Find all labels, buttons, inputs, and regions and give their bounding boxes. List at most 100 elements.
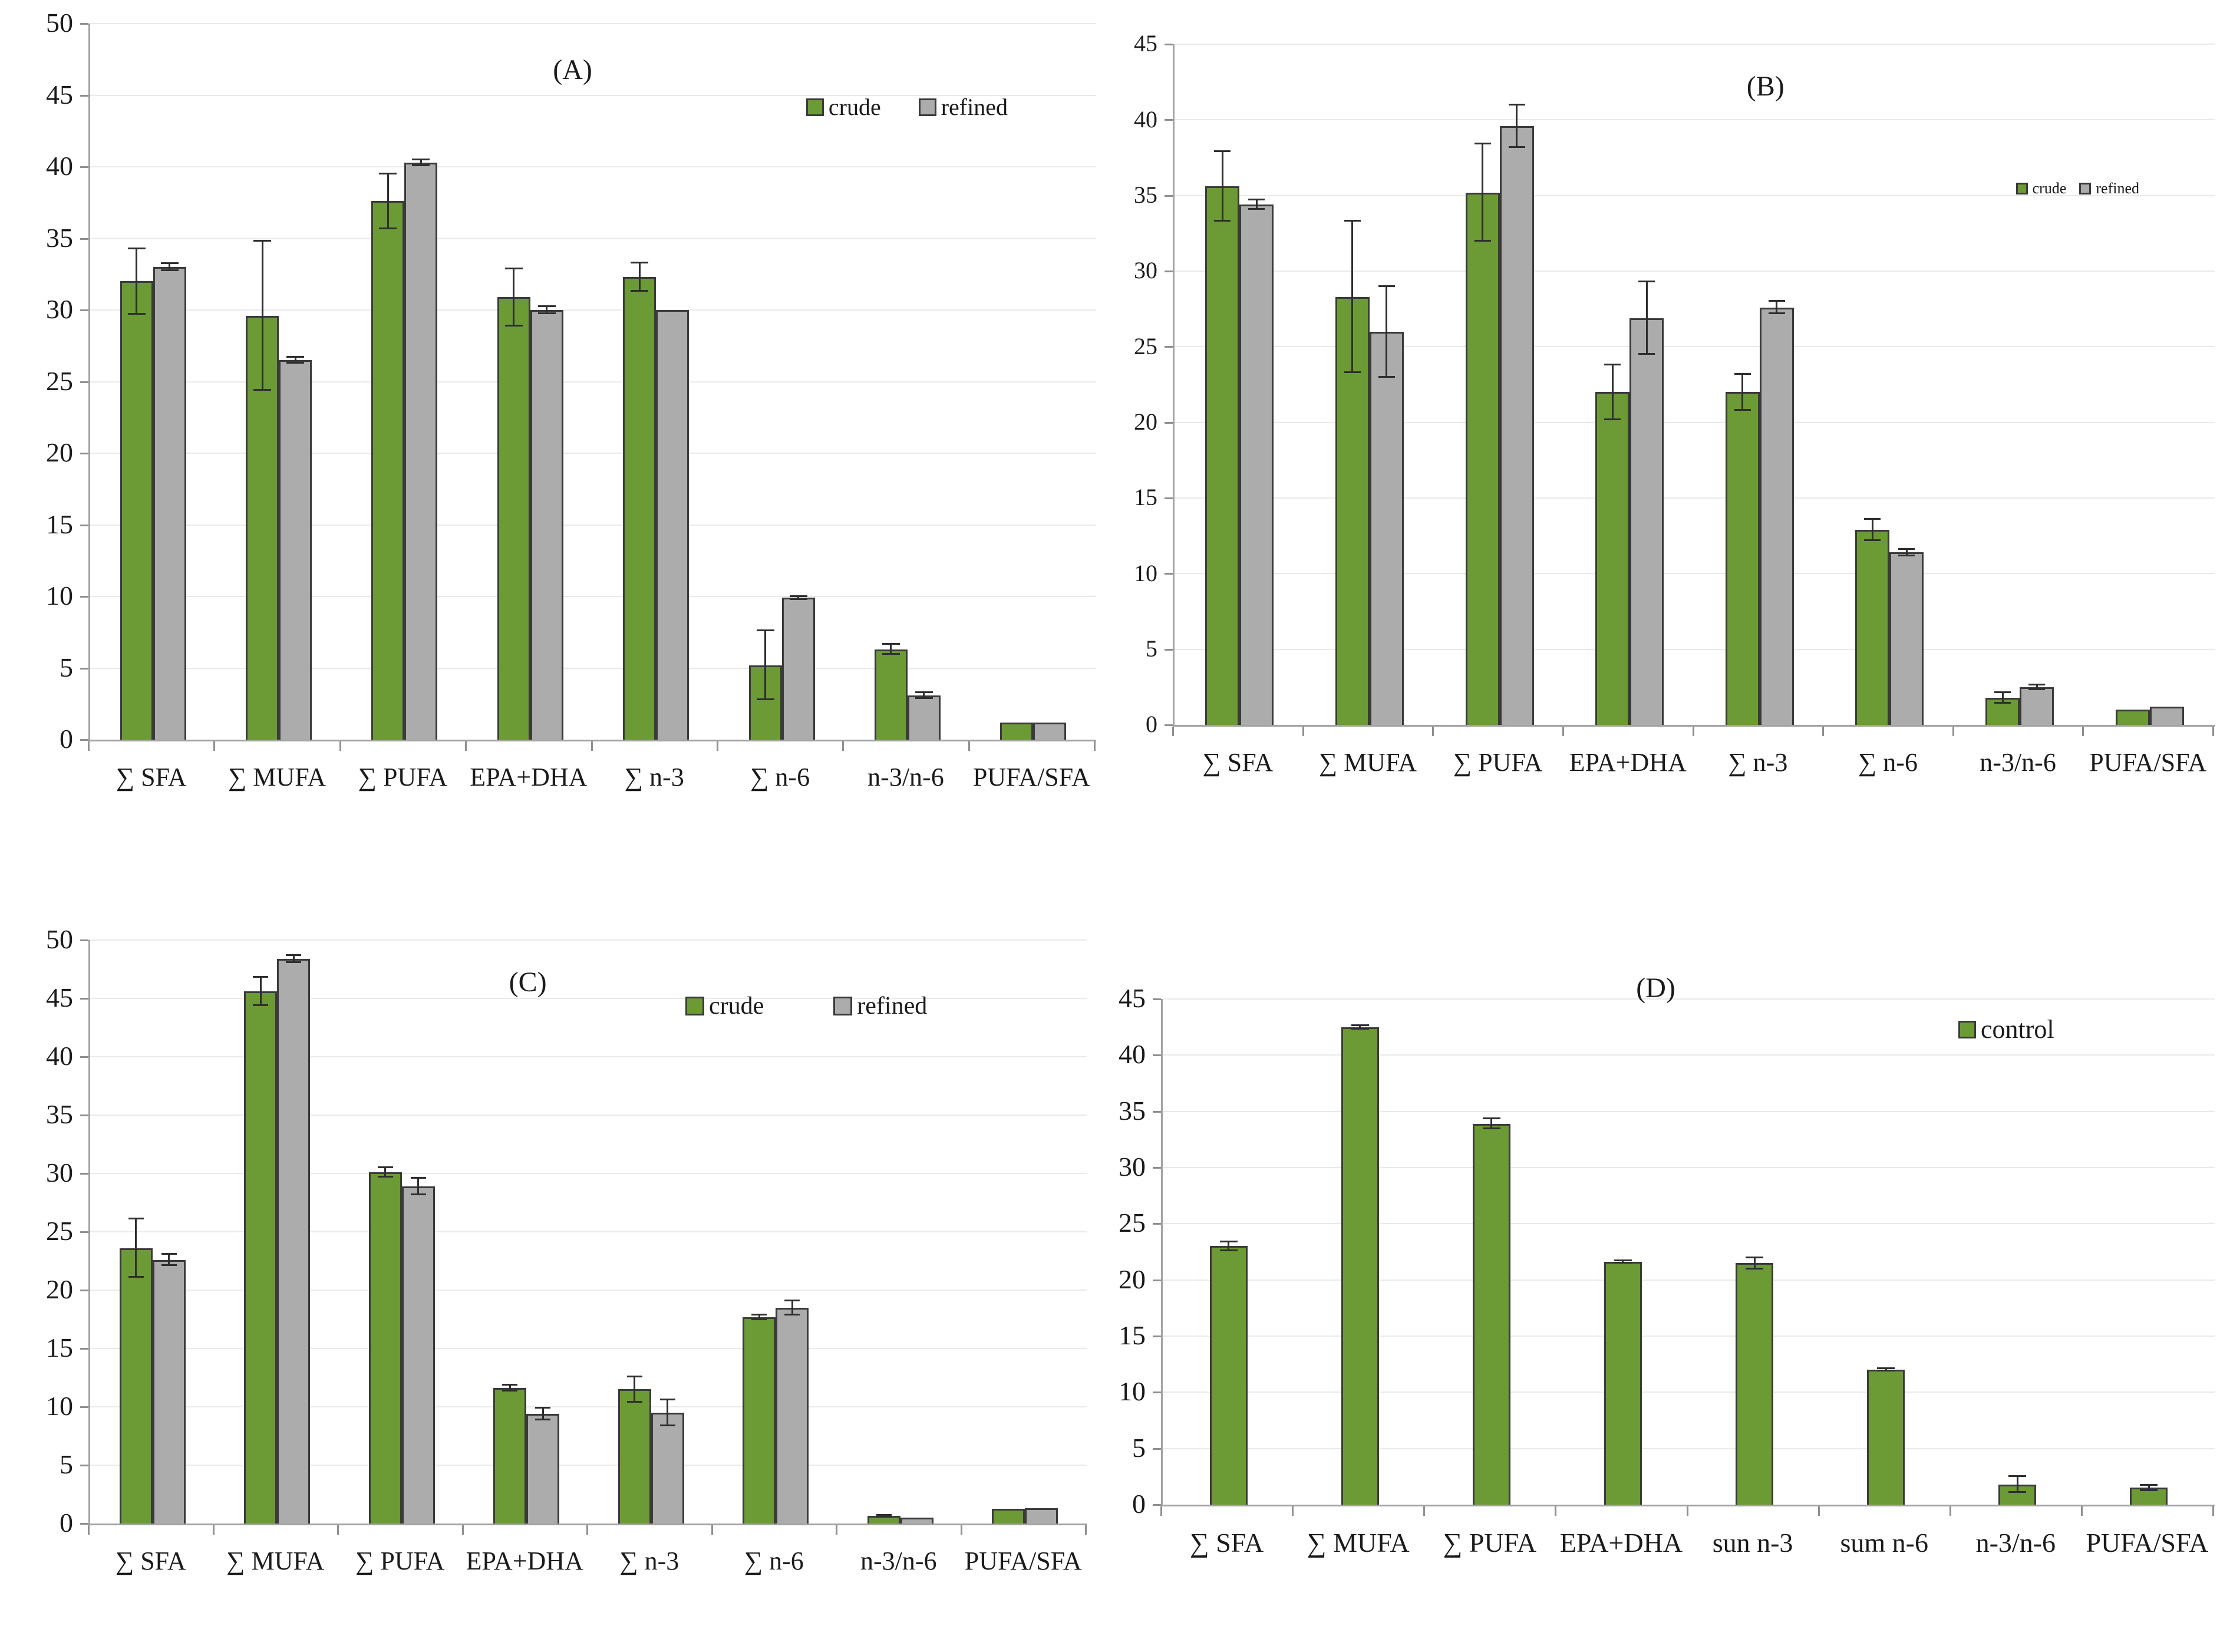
legend-item-crude: crude [806, 93, 881, 121]
y-tick-label: 25 [46, 1216, 73, 1247]
x-tick-mark [88, 741, 90, 751]
x-category-label: ∑ n-3 [619, 1547, 679, 1575]
error-bar-cap-top [286, 356, 305, 358]
legend: control [1958, 1014, 2054, 1044]
error-bar-cap-top [412, 158, 430, 160]
gridline [1163, 998, 2215, 1000]
x-category-label: ∑ MUFA [227, 763, 326, 792]
y-tick-mark [1165, 271, 1173, 272]
error-bar-cap-top [1614, 1259, 1632, 1262]
x-tick-mark [337, 1525, 339, 1535]
error-bar-cap-top [1898, 548, 1915, 550]
y-tick-label: 5 [1146, 635, 1157, 662]
error-bar-cap-bottom [1746, 1267, 1764, 1269]
x-tick-mark [716, 741, 718, 751]
y-tick-label: 20 [46, 1274, 73, 1305]
y-tick-label: 5 [60, 1449, 73, 1480]
x-tick-mark [1686, 1506, 1688, 1516]
x-tick-mark [1822, 727, 1825, 736]
error-bar-cap-top [160, 262, 179, 265]
y-tick-label: 30 [1134, 257, 1157, 284]
error-bar-whisker [2036, 685, 2038, 690]
error-bar-cap-bottom [751, 1318, 767, 1320]
legend-label-refined: refined [941, 94, 1008, 120]
error-bar-cap-bottom [253, 1004, 269, 1006]
bar-control [1736, 1263, 1774, 1505]
error-bar-cap-top [161, 1252, 177, 1255]
bar-crude [874, 649, 908, 740]
bar-crude [493, 1388, 527, 1524]
error-bar-cap-bottom [1474, 239, 1491, 242]
y-tick-label: 10 [1119, 1376, 1146, 1407]
gridline [90, 166, 1096, 167]
plot-area: (A) crude refined [88, 23, 1096, 741]
x-tick-mark [1562, 727, 1564, 736]
x-tick-mark [1085, 1525, 1087, 1535]
error-bar-whisker [797, 596, 800, 599]
x-category-label: n-3/n-6 [860, 1547, 937, 1575]
y-tick-mark [1165, 421, 1173, 424]
error-bar-cap-top [631, 261, 649, 263]
legend-swatch-refined [833, 997, 853, 1015]
error-bar-whisker [294, 357, 296, 363]
x-category-label: PUFA/SFA [2086, 1528, 2209, 1558]
error-bar-cap-top [1746, 1256, 1764, 1258]
y-tick-label: 15 [46, 1333, 73, 1363]
legend-label-crude: crude [828, 94, 881, 120]
error-bar-cap-bottom [1344, 371, 1361, 373]
gridline [90, 998, 1087, 999]
y-tick-mark [1153, 1167, 1161, 1169]
gridline [1175, 194, 2215, 196]
x-tick-mark [1817, 1506, 1820, 1516]
error-bar-cap-top [626, 1375, 642, 1377]
bar-refined [651, 1412, 684, 1524]
error-bar-cap-top [1508, 103, 1525, 105]
y-tick-mark [80, 1290, 88, 1291]
error-bar-cap-bottom [789, 598, 807, 600]
y-tick-mark [80, 309, 88, 311]
x-category-label: n-3/n-6 [1975, 1528, 2056, 1558]
panel-c: (C) crude refined 0 5 10 15 20 25 30 35 40 45 50 ∑ SFA… [12, 902, 1090, 1624]
error-bar-cap-bottom [1734, 409, 1751, 411]
x-tick-mark [339, 741, 341, 751]
error-bar-cap-bottom [1768, 312, 1785, 314]
y-tick-label: 30 [46, 1158, 73, 1188]
x-category-label: PUFA/SFA [964, 1547, 1082, 1575]
error-bar-cap-top [253, 240, 272, 242]
bar-control [1209, 1246, 1248, 1505]
error-bar-whisker [1905, 549, 1908, 556]
x-tick-mark [1555, 1506, 1557, 1516]
gridline [90, 1348, 1087, 1349]
y-tick-mark [80, 23, 88, 25]
y-tick-label: 20 [1134, 408, 1157, 435]
y-tick-label: 40 [46, 151, 73, 182]
bar-crude [368, 1172, 402, 1524]
y-tick-label: 5 [60, 652, 73, 682]
error-bar-whisker [168, 1254, 170, 1266]
x-category-label: ∑ PUFA [1453, 748, 1543, 777]
x-tick-mark [1292, 1506, 1294, 1516]
y-tick-mark [1153, 1391, 1161, 1394]
error-bar-cap-bottom [1614, 1262, 1632, 1264]
error-bar-cap-top [756, 629, 774, 632]
bar-crude [1595, 392, 1630, 725]
bar-control [1867, 1370, 1905, 1505]
bar-refined [401, 1186, 435, 1524]
bar-refined [1889, 552, 1924, 725]
error-bar-cap-top [377, 1166, 393, 1169]
y-tick-label: 20 [1119, 1264, 1146, 1294]
error-bar-cap-bottom [2028, 688, 2046, 690]
error-bar-whisker [1490, 1119, 1493, 1129]
x-category-label: ∑ MUFA [1307, 1528, 1410, 1558]
error-bar-whisker [546, 306, 548, 314]
panel-a: (A) crude refined 0 5 10 15 20 25 30 35 40 45 50 ∑ SFA… [12, 6, 1099, 840]
x-category-label: PUFA/SFA [972, 763, 1090, 792]
bar-crude [743, 1317, 776, 1524]
x-tick-mark [711, 1525, 713, 1535]
error-bar-cap-top [253, 976, 269, 978]
bar-control [1472, 1123, 1510, 1505]
x-tick-mark [591, 741, 593, 751]
gridline [90, 1465, 1087, 1466]
gridline [1163, 1391, 2215, 1393]
error-bar-whisker [1753, 1257, 1756, 1269]
